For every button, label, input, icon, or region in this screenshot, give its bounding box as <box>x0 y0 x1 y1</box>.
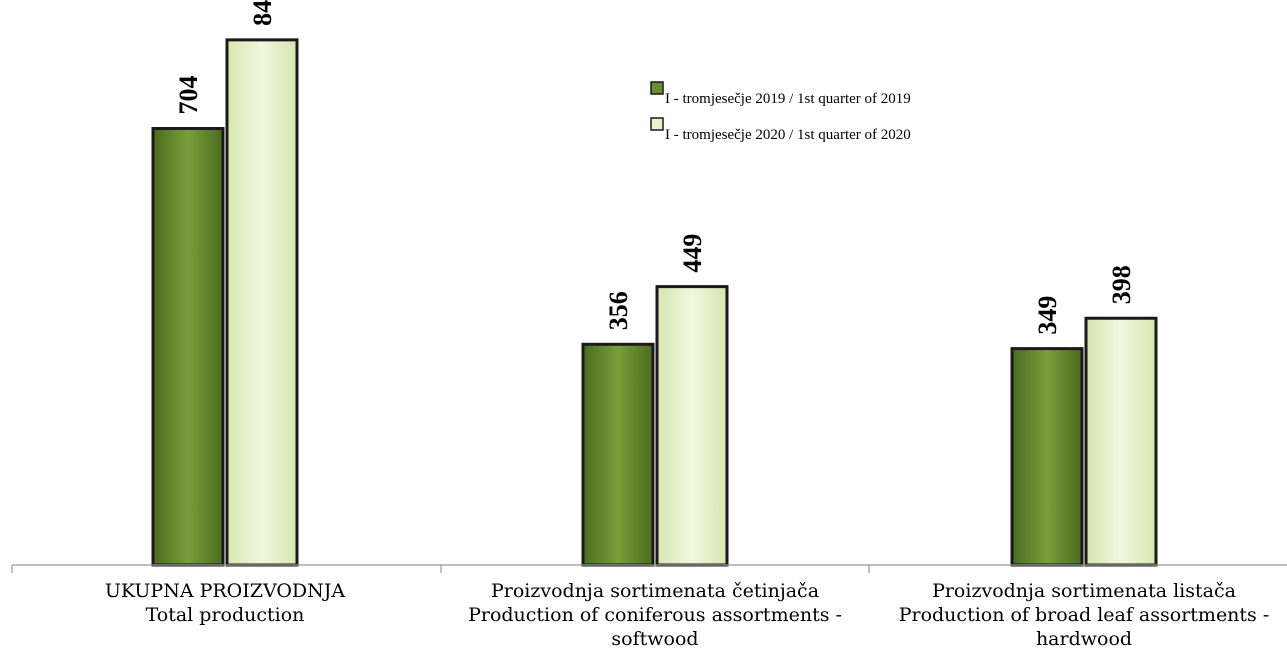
legend: I - tromjesečje 2019 / 1st quarter of 20… <box>650 81 911 143</box>
bar-series-2-category-2 <box>655 285 729 567</box>
value-label: 349 <box>1033 296 1062 335</box>
category-label-line: softwood <box>611 628 698 650</box>
value-labels-layer: 704 356 349 84 449 398 <box>174 0 1136 335</box>
category-label: UKUPNA PROIZVODNJA Total production <box>105 580 346 626</box>
bars-layer <box>151 38 1158 567</box>
category-label-line: UKUPNA PROIZVODNJA <box>105 580 346 602</box>
category-label-line: hardwood <box>1036 628 1132 650</box>
value-label: 704 <box>174 76 203 115</box>
category-label-line: Total production <box>146 604 305 626</box>
value-label: 356 <box>604 291 633 330</box>
category-label-line: Proizvodnja sortimenata četinjača <box>491 580 819 602</box>
bar-series-1-category-3 <box>1010 347 1084 567</box>
category-label-line: Production of coniferous assortments - <box>468 604 842 626</box>
value-label: 449 <box>678 234 707 273</box>
legend-swatch <box>650 81 664 95</box>
category-label-line: Production of broad leaf assortments - <box>899 604 1270 626</box>
bar-series-1-category-1 <box>151 127 225 567</box>
bar-series-2-category-1 <box>225 38 299 567</box>
legend-label: I - tromjesečje 2020 / 1st quarter of 20… <box>665 127 911 143</box>
category-label: Proizvodnja sortimenata četinjača Product… <box>468 580 842 650</box>
legend-label: I - tromjesečje 2019 / 1st quarter of 20… <box>665 91 911 107</box>
category-label: Proizvodnja sortimenata listača Productio… <box>899 580 1270 650</box>
value-label: 398 <box>1107 265 1136 304</box>
category-label-line: Proizvodnja sortimenata listača <box>932 580 1236 602</box>
bar-series-1-category-2 <box>581 342 655 567</box>
value-label: 84 <box>248 0 277 26</box>
legend-swatch <box>650 117 664 131</box>
x-axis: UKUPNA PROIZVODNJA Total production Proizv… <box>11 564 1287 650</box>
bar-series-2-category-3 <box>1084 316 1158 567</box>
